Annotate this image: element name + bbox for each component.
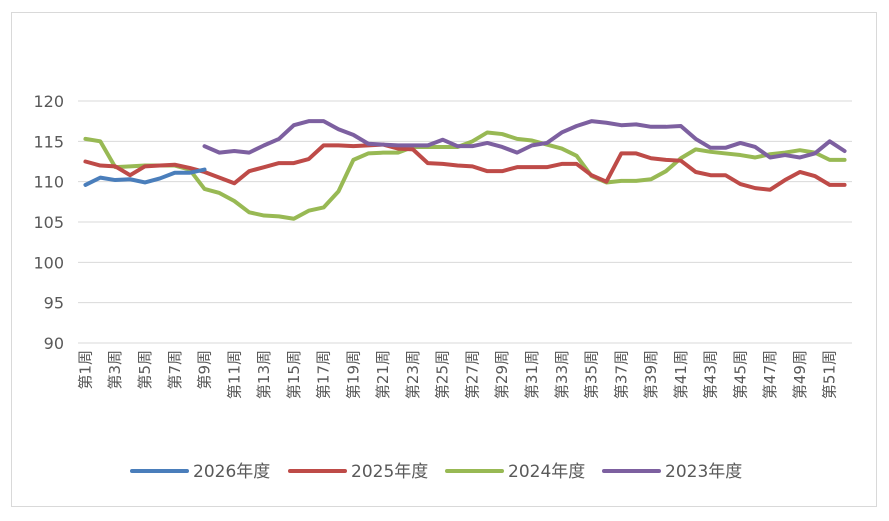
x-tick-label: 第37周 <box>612 350 630 399</box>
x-tick-label: 第41周 <box>672 350 690 399</box>
legend-label: 2026年度 <box>193 462 270 482</box>
x-tick-label: 第11周 <box>225 350 243 399</box>
gridlines <box>78 100 852 344</box>
y-axis-labels: 90 95 100 105 110 115 120 <box>33 92 64 353</box>
chart-frame <box>11 12 877 507</box>
y-tick-label: 115 <box>33 132 64 151</box>
x-tick-label: 第31周 <box>523 350 541 399</box>
x-tick-label: 第25周 <box>434 350 452 399</box>
x-tick-label: 第1周 <box>76 350 94 390</box>
x-tick-label: 第27周 <box>463 350 481 399</box>
series-line-2024年度 <box>83 130 847 221</box>
x-tick-label: 第45周 <box>731 350 749 399</box>
x-tick-label: 第17周 <box>315 350 333 399</box>
x-tick-label: 第35周 <box>583 350 601 399</box>
series-line-2025年度 <box>83 142 847 192</box>
x-tick-label: 第3周 <box>106 350 124 390</box>
legend-label: 2023年度 <box>665 462 742 482</box>
x-tick-label: 第43周 <box>702 350 720 399</box>
x-tick-label: 第23周 <box>404 350 422 399</box>
x-tick-label: 第49周 <box>791 350 809 399</box>
series-lines <box>83 119 847 221</box>
x-tick-label: 第33周 <box>553 350 571 399</box>
x-tick-label: 第19周 <box>344 350 362 399</box>
x-axis-labels: 第1周 第3周 第5周 第7周 第9周 第11周 第13周 第15周 第17周 第19周 第21周第… <box>76 350 838 399</box>
y-tick-label: 120 <box>33 92 64 111</box>
y-tick-label: 95 <box>44 294 64 313</box>
x-tick-label: 第7周 <box>166 350 184 390</box>
legend-label: 2024年度 <box>508 462 585 482</box>
x-tick-label: 第47周 <box>761 350 779 399</box>
series-line-2026年度 <box>83 167 207 187</box>
y-tick-label: 110 <box>33 173 64 192</box>
y-tick-label: 105 <box>33 213 64 232</box>
legend: 2026年度 2025年度 2024年度 2023年度 <box>130 462 742 482</box>
x-tick-label: 第39周 <box>642 350 660 399</box>
y-tick-label: 100 <box>33 253 64 272</box>
x-tick-label: 第9周 <box>196 350 214 390</box>
x-tick-label: 第29周 <box>493 350 511 399</box>
series-line-2023年度 <box>202 119 847 160</box>
x-tick-label: 第5周 <box>136 350 154 390</box>
x-tick-label: 第13周 <box>255 350 273 399</box>
x-tick-label: 第21周 <box>374 350 392 399</box>
legend-label: 2025年度 <box>351 462 428 482</box>
x-tick-label: 第15周 <box>285 350 303 399</box>
y-tick-label: 90 <box>44 334 64 353</box>
x-tick-label: 第51周 <box>821 350 839 399</box>
